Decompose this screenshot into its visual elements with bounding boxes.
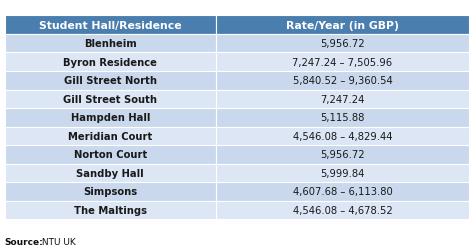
Bar — [216, 145, 469, 164]
Text: Sandby Hall: Sandby Hall — [76, 168, 144, 178]
Text: Byron Residence: Byron Residence — [63, 57, 157, 68]
Bar — [5, 53, 216, 72]
Text: Gill Street South: Gill Street South — [63, 94, 157, 104]
Text: Source:: Source: — [5, 237, 44, 246]
Text: Norton Court: Norton Court — [73, 150, 147, 160]
Bar — [216, 35, 469, 53]
Bar — [216, 90, 469, 109]
Bar — [5, 16, 216, 35]
Bar — [216, 16, 469, 35]
Bar — [5, 127, 216, 145]
Bar — [216, 72, 469, 90]
Text: Rate/Year (in GBP): Rate/Year (in GBP) — [286, 21, 399, 30]
Bar — [5, 72, 216, 90]
Bar — [216, 164, 469, 182]
Text: 5,115.88: 5,115.88 — [320, 113, 365, 123]
Text: Hampden Hall: Hampden Hall — [71, 113, 150, 123]
Bar — [5, 35, 216, 53]
Text: NTU UK: NTU UK — [39, 237, 76, 246]
Bar — [5, 90, 216, 109]
Text: 7,247.24: 7,247.24 — [320, 94, 365, 104]
Bar — [5, 109, 216, 127]
Bar — [216, 182, 469, 201]
Text: 5,999.84: 5,999.84 — [320, 168, 365, 178]
Bar — [216, 109, 469, 127]
Text: 5,956.72: 5,956.72 — [320, 150, 365, 160]
Text: Simpsons: Simpsons — [83, 186, 137, 197]
Text: Student Hall/Residence: Student Hall/Residence — [39, 21, 182, 30]
Bar — [216, 201, 469, 219]
Bar — [5, 145, 216, 164]
Bar — [5, 201, 216, 219]
Text: 5,956.72: 5,956.72 — [320, 39, 365, 49]
Bar — [5, 164, 216, 182]
Text: 4,546.08 – 4,678.52: 4,546.08 – 4,678.52 — [292, 205, 392, 215]
Bar — [216, 127, 469, 145]
Text: 4,546.08 – 4,829.44: 4,546.08 – 4,829.44 — [293, 131, 392, 141]
Text: Meridian Court: Meridian Court — [68, 131, 152, 141]
Bar — [5, 182, 216, 201]
Text: 5,840.52 – 9,360.54: 5,840.52 – 9,360.54 — [292, 76, 392, 86]
Text: Gill Street North: Gill Street North — [64, 76, 157, 86]
Bar — [216, 53, 469, 72]
Text: 4,607.68 – 6,113.80: 4,607.68 – 6,113.80 — [292, 186, 392, 197]
Text: The Maltings: The Maltings — [73, 205, 147, 215]
Text: Blenheim: Blenheim — [84, 39, 137, 49]
Text: 7,247.24 – 7,505.96: 7,247.24 – 7,505.96 — [292, 57, 392, 68]
